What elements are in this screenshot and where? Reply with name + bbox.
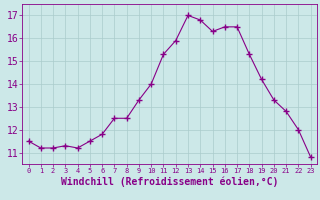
X-axis label: Windchill (Refroidissement éolien,°C): Windchill (Refroidissement éolien,°C): [61, 177, 278, 187]
